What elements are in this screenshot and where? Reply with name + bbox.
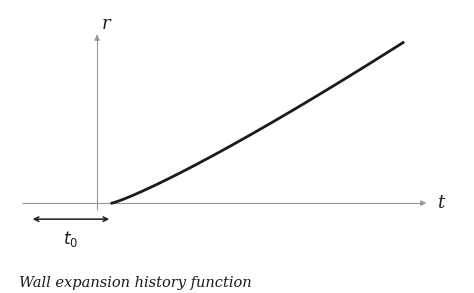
Text: r: r [102,15,111,33]
Text: $t_0$: $t_0$ [64,229,79,249]
Text: Wall expansion history function: Wall expansion history function [19,276,252,290]
Text: t: t [437,194,444,212]
